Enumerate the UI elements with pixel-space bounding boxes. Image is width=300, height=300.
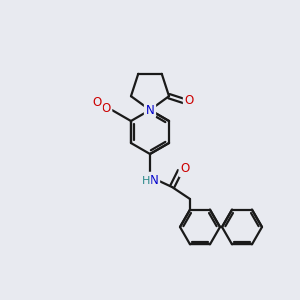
- Text: N: N: [146, 104, 154, 117]
- Text: H: H: [142, 176, 150, 186]
- Text: O: O: [92, 97, 101, 110]
- Text: N: N: [150, 173, 158, 187]
- Text: O: O: [184, 94, 194, 106]
- Text: O: O: [180, 163, 190, 176]
- Text: N: N: [150, 173, 158, 187]
- Text: O: O: [184, 94, 194, 106]
- Text: O: O: [101, 103, 110, 116]
- Text: O: O: [101, 103, 110, 116]
- Text: N: N: [146, 103, 154, 116]
- Text: H: H: [143, 177, 151, 187]
- Text: O: O: [180, 163, 190, 176]
